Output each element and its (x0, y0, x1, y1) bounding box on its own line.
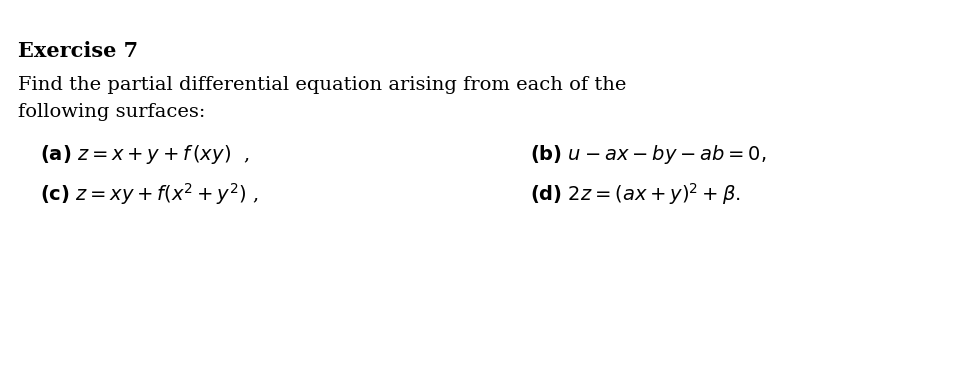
Text: Find the partial differential equation arising from each of the: Find the partial differential equation a… (18, 76, 627, 94)
Text: $\mathbf{(d)}$ $2z = (ax + y)^2 + \beta.$: $\mathbf{(d)}$ $2z = (ax + y)^2 + \beta.… (530, 181, 741, 207)
Text: $\mathbf{(c)}$ $z = xy + f(x^2 + y^2)$ ,: $\mathbf{(c)}$ $z = xy + f(x^2 + y^2)$ , (40, 181, 259, 207)
Text: $\mathbf{(b)}$ $u -ax-by -ab = 0,$: $\mathbf{(b)}$ $u -ax-by -ab = 0,$ (530, 143, 766, 166)
Text: following surfaces:: following surfaces: (18, 103, 205, 121)
Text: $\mathbf{(a)}$ $z = x + y + f\,(xy)$  ,: $\mathbf{(a)}$ $z = x + y + f\,(xy)$ , (40, 143, 249, 166)
Text: Exercise 7: Exercise 7 (18, 41, 138, 61)
